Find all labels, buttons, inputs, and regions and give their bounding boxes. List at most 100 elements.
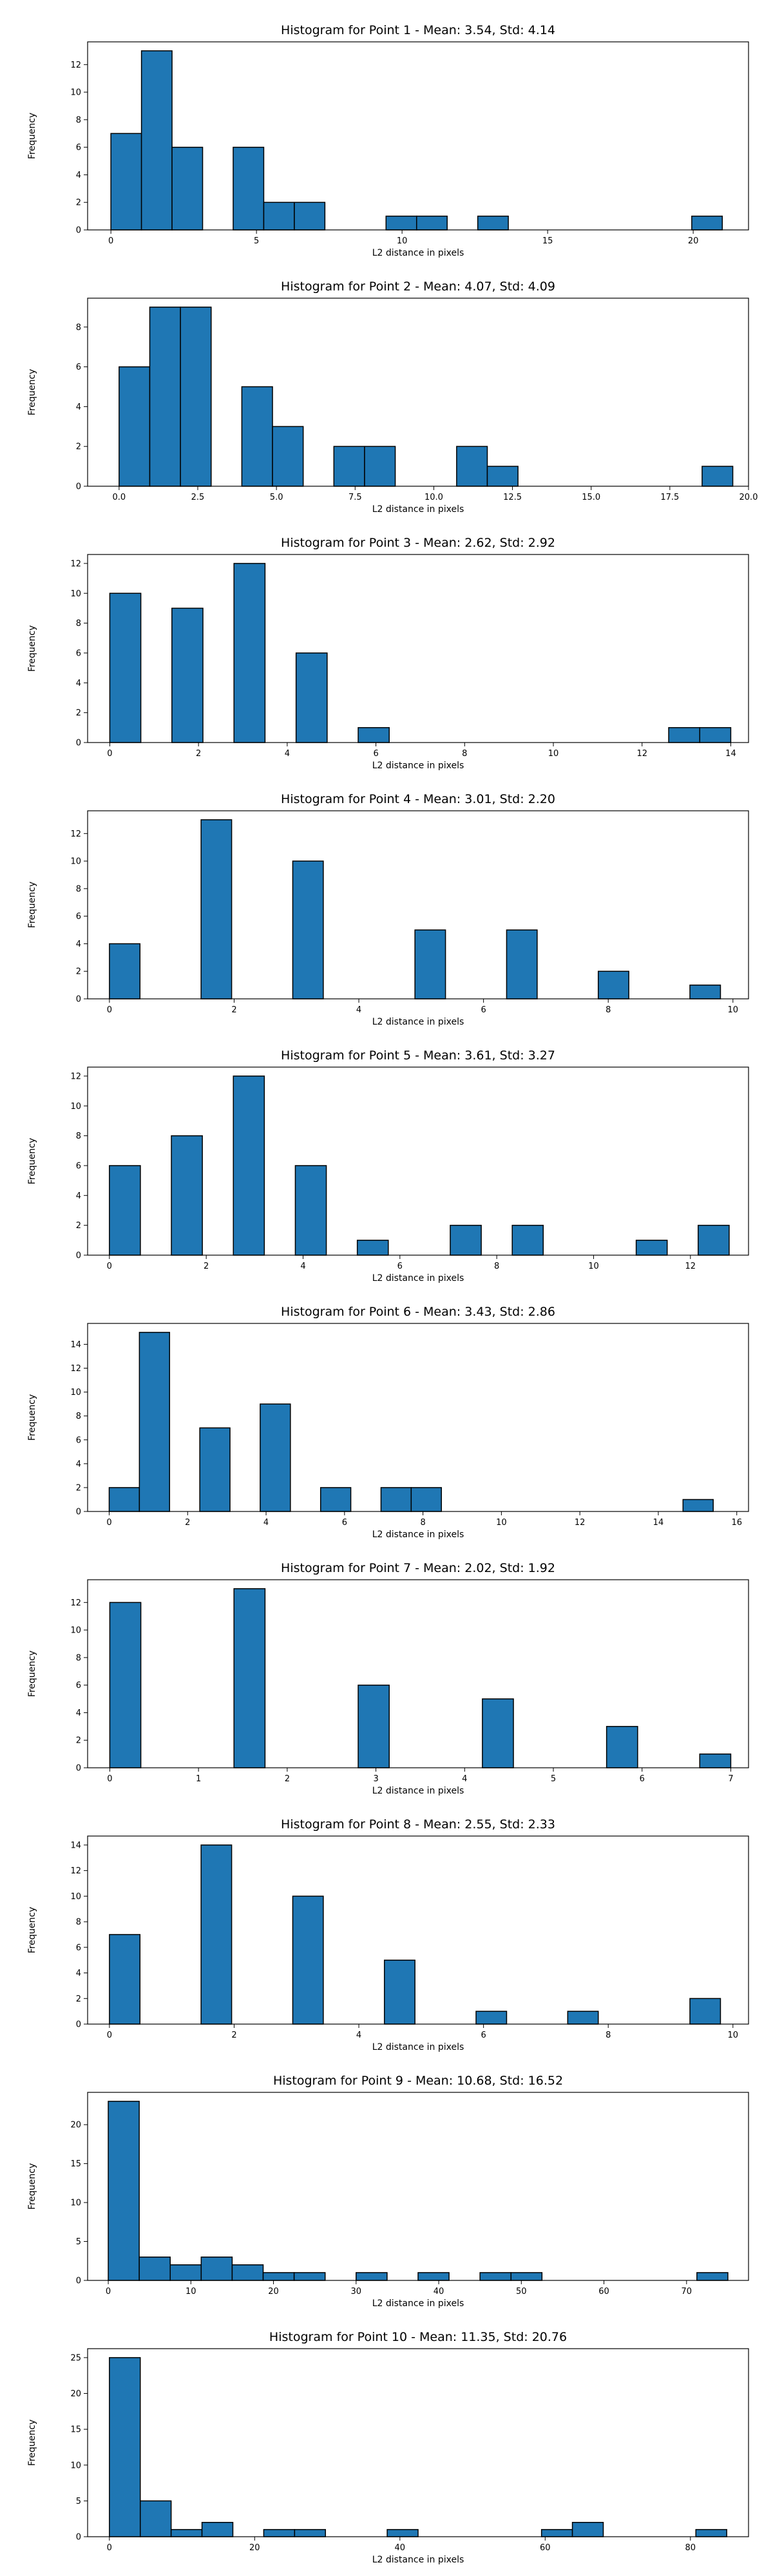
y-tick-label: 2 bbox=[76, 442, 81, 452]
y-tick-label: 4 bbox=[76, 1969, 81, 1978]
chart-title: Histogram for Point 3 - Mean: 2.62, Std:… bbox=[281, 536, 555, 550]
histogram-panel-2: Histogram for Point 2 - Mean: 4.07, Std:… bbox=[27, 279, 758, 515]
y-axis-label: Frequency bbox=[27, 369, 37, 415]
x-tick-label: 2 bbox=[231, 2031, 236, 2040]
y-tick-label: 4 bbox=[76, 402, 81, 412]
y-tick-label: 2 bbox=[76, 1221, 81, 1231]
y-tick-label: 10 bbox=[70, 589, 81, 599]
y-tick-label: 12 bbox=[70, 1364, 81, 1374]
x-tick-label: 16 bbox=[731, 1518, 742, 1528]
y-tick-label: 20 bbox=[70, 2121, 81, 2130]
histogram-bar bbox=[138, 1332, 171, 1512]
axes-frame bbox=[87, 2092, 749, 2281]
histogram-bar bbox=[295, 652, 328, 743]
histogram-bar bbox=[417, 2272, 450, 2281]
axes-frame bbox=[87, 1835, 749, 2025]
y-axis-label: Frequency bbox=[27, 882, 37, 928]
histogram-bar bbox=[511, 1224, 544, 1256]
histogram-bar bbox=[171, 1135, 203, 1256]
y-axis-label: Frequency bbox=[27, 113, 37, 159]
y-tick-label: 4 bbox=[76, 940, 81, 949]
histogram-bar bbox=[383, 1959, 415, 2025]
histogram-bar bbox=[410, 1487, 442, 1512]
x-tick-label: 0 bbox=[107, 749, 112, 759]
x-axis-label: L2 distance in pixels bbox=[372, 1273, 464, 1283]
histogram-bar bbox=[201, 2522, 234, 2537]
x-tick-label: 6 bbox=[373, 749, 378, 759]
x-tick-label: 20 bbox=[249, 2543, 260, 2553]
x-tick-label: 5 bbox=[551, 1774, 556, 1784]
chart-title: Histogram for Point 6 - Mean: 3.43, Std:… bbox=[281, 1305, 555, 1319]
x-tick-label: 40 bbox=[434, 2287, 444, 2297]
y-tick-label: 10 bbox=[70, 2199, 81, 2208]
y-tick-label: 8 bbox=[76, 115, 81, 125]
x-tick-label: 8 bbox=[606, 2031, 611, 2040]
y-tick-label: 12 bbox=[70, 559, 81, 569]
axes-frame bbox=[87, 1066, 749, 1256]
y-tick-label: 10 bbox=[70, 1892, 81, 1902]
histogram-bar bbox=[171, 146, 204, 231]
y-tick-label: 8 bbox=[76, 884, 81, 894]
y-tick-label: 12 bbox=[70, 61, 81, 70]
histogram-bar bbox=[231, 2264, 264, 2281]
y-tick-label: 12 bbox=[70, 1072, 81, 1081]
y-tick-label: 5 bbox=[76, 2237, 81, 2247]
y-tick-label: 2 bbox=[76, 708, 81, 718]
histogram-bar bbox=[294, 2529, 326, 2537]
histogram-bar bbox=[356, 1240, 389, 1256]
histogram-panel-5: Histogram for Point 5 - Mean: 3.61, Std:… bbox=[27, 1048, 749, 1283]
axes-frame bbox=[87, 1323, 749, 1512]
y-axis-label: Frequency bbox=[27, 1138, 37, 1184]
x-axis-label: L2 distance in pixels bbox=[372, 248, 464, 258]
histogram-bar bbox=[109, 1602, 142, 1768]
y-tick-label: 15 bbox=[70, 2425, 81, 2435]
y-tick-label: 8 bbox=[76, 619, 81, 629]
histogram-bar bbox=[169, 2264, 202, 2281]
histogram-bar bbox=[510, 2272, 543, 2281]
x-tick-label: 2.5 bbox=[191, 493, 205, 502]
histogram-bar bbox=[200, 819, 233, 999]
x-tick-label: 10 bbox=[496, 1518, 507, 1528]
x-tick-label: 10 bbox=[728, 2031, 739, 2040]
histogram-bar bbox=[699, 1753, 732, 1768]
x-tick-label: 10 bbox=[186, 2287, 196, 2297]
histogram-bar bbox=[199, 1427, 231, 1512]
histogram-bar bbox=[262, 2272, 295, 2281]
histogram-bar bbox=[119, 366, 151, 487]
histogram-bar bbox=[701, 466, 734, 487]
y-tick-label: 8 bbox=[76, 1132, 81, 1141]
histogram-bar bbox=[109, 592, 142, 743]
histogram-bar bbox=[333, 446, 365, 487]
y-tick-label: 15 bbox=[70, 2159, 81, 2169]
histogram-bar bbox=[482, 1698, 514, 1768]
histogram-bar bbox=[571, 2522, 604, 2537]
y-tick-label: 0 bbox=[76, 2277, 81, 2286]
y-axis-label: Frequency bbox=[27, 2163, 37, 2210]
x-tick-label: 30 bbox=[351, 2287, 362, 2297]
x-tick-label: 7.5 bbox=[348, 493, 362, 502]
x-tick-label: 80 bbox=[685, 2543, 696, 2553]
x-tick-label: 0 bbox=[107, 1262, 112, 1271]
x-tick-label: 10 bbox=[397, 236, 408, 246]
histogram-bar bbox=[691, 215, 723, 231]
x-tick-label: 12 bbox=[685, 1262, 696, 1271]
x-axis-label: L2 distance in pixels bbox=[372, 1017, 464, 1027]
y-tick-label: 6 bbox=[76, 1681, 81, 1690]
y-axis-label: Frequency bbox=[27, 1651, 37, 1697]
y-tick-label: 10 bbox=[70, 2461, 81, 2470]
histogram-bar bbox=[233, 1588, 266, 1768]
y-tick-label: 6 bbox=[76, 649, 81, 658]
histogram-bar bbox=[139, 2500, 172, 2537]
y-tick-label: 20 bbox=[70, 2389, 81, 2399]
histogram-panel-10: Histogram for Point 10 - Mean: 11.35, St… bbox=[27, 2330, 749, 2565]
histogram-bar bbox=[597, 971, 629, 999]
chart-title: Histogram for Point 2 - Mean: 4.07, Std:… bbox=[281, 279, 555, 294]
histogram-bar bbox=[149, 307, 181, 487]
x-tick-label: 4 bbox=[263, 1518, 269, 1528]
y-tick-label: 6 bbox=[76, 1161, 81, 1171]
histogram-panel-6: Histogram for Point 6 - Mean: 3.43, Std:… bbox=[27, 1305, 749, 1540]
x-axis-label: L2 distance in pixels bbox=[372, 2298, 464, 2309]
y-tick-label: 10 bbox=[70, 1388, 81, 1397]
y-tick-label: 12 bbox=[70, 1866, 81, 1876]
x-tick-label: 12 bbox=[636, 749, 647, 759]
